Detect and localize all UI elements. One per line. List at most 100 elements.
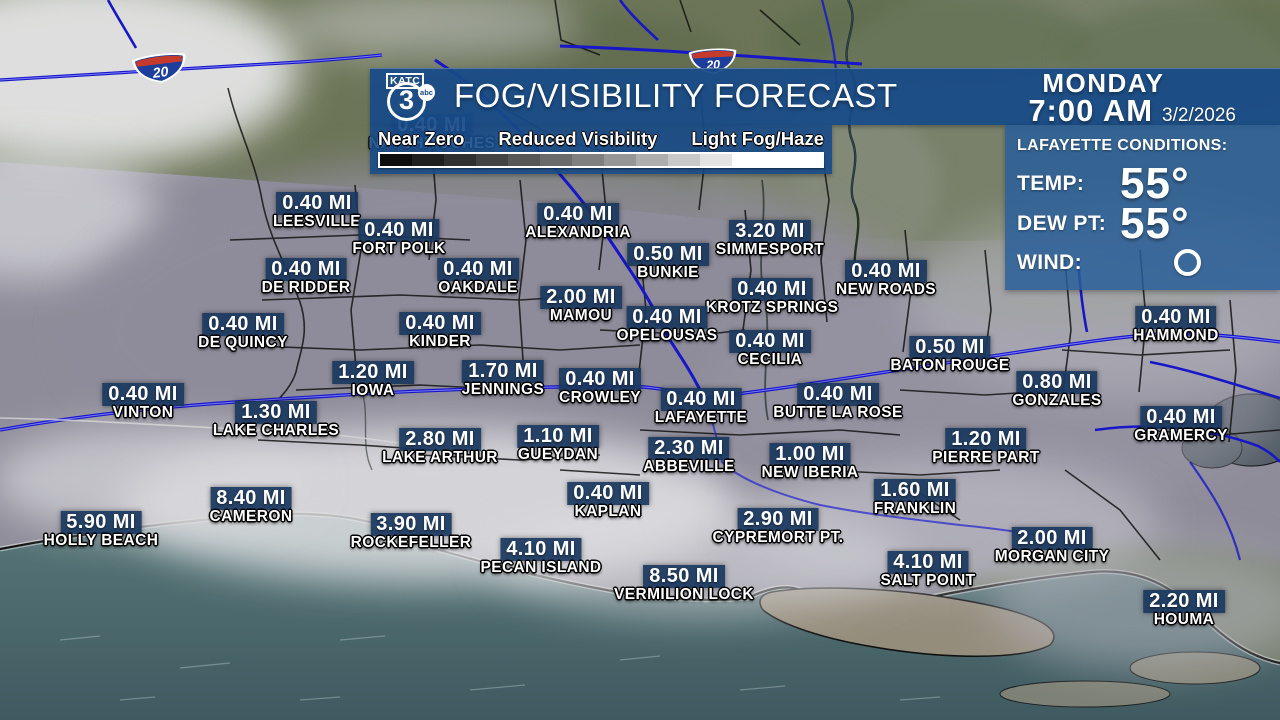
visibility-gradient-bar [378, 152, 824, 168]
legend-label-reduced: Reduced Visibility [498, 128, 658, 149]
city-name: BATON ROUGE [890, 357, 1010, 374]
page-title: FOG/VISIBILITY FORECAST [454, 77, 898, 114]
visibility-value: 4.10 MI [887, 551, 969, 574]
city-name: KAPLAN [574, 503, 642, 520]
station-label: 2.80 MI LAKE ARTHUR [382, 428, 498, 467]
visibility-value: 1.30 MI [235, 401, 317, 424]
forecast-day: MONDAY [1042, 68, 1165, 98]
station-label: 0.80 MI GONZALES [1012, 371, 1101, 410]
city-name: LAFAYETTE [654, 409, 748, 426]
visibility-value: 4.10 MI [500, 538, 582, 561]
visibility-value: 1.60 MI [874, 479, 956, 502]
visibility-value: 0.40 MI [660, 388, 742, 411]
city-name: CECILIA [737, 351, 803, 368]
city-name: VINTON [112, 404, 174, 421]
station-label: 2.00 MI MAMOU [540, 286, 622, 325]
station-label: 0.50 MI BATON ROUGE [890, 336, 1009, 375]
station-label: 4.10 MI PECAN ISLAND [480, 538, 601, 577]
gradient-segment [668, 154, 701, 166]
forecast-time: 7:00 AM [1028, 93, 1154, 128]
city-name: GONZALES [1012, 392, 1102, 409]
visibility-value: 0.40 MI [626, 306, 708, 329]
station-label: 1.10 MI GUEYDAN [517, 425, 599, 464]
city-name: KINDER [409, 333, 471, 350]
station-label: 0.40 MI VINTON [102, 383, 184, 422]
gradient-segment [700, 154, 733, 166]
visibility-value: 0.40 MI [567, 482, 649, 505]
gradient-segment [540, 154, 573, 166]
visibility-value: 3.20 MI [729, 220, 811, 243]
gradient-segment [412, 154, 445, 166]
station-label: 0.40 MI KINDER [399, 312, 481, 351]
visibility-value: 0.40 MI [202, 313, 284, 336]
city-name: CROWLEY [558, 389, 642, 406]
city-name: IOWA [351, 382, 395, 399]
city-name: HOLLY BEACH [43, 532, 159, 549]
station-label: 0.40 MI KAPLAN [567, 482, 649, 521]
marsh-island [759, 587, 1055, 657]
visibility-value: 8.40 MI [210, 487, 292, 510]
station-label: 5.90 MI HOLLY BEACH [44, 511, 159, 550]
calm-wind-icon [1174, 249, 1201, 276]
station-label: 1.20 MI IOWA [332, 361, 414, 400]
visibility-value: 0.40 MI [559, 368, 641, 391]
city-name: OPELOUSAS [616, 327, 718, 344]
city-name: JENNINGS [461, 381, 545, 398]
station-label: 1.60 MI FRANKLIN [874, 479, 956, 518]
city-name: FRANKLIN [873, 500, 957, 517]
visibility-value: 2.90 MI [737, 508, 819, 531]
visibility-value: 0.50 MI [627, 243, 709, 266]
visibility-value: 0.40 MI [265, 258, 347, 281]
visibility-value: 1.00 MI [769, 443, 851, 466]
station-label: 0.40 MI LEESVILLE [273, 192, 361, 231]
city-name: SALT POINT [880, 572, 976, 589]
visibility-value: 3.90 MI [370, 513, 452, 536]
visibility-value: 0.40 MI [537, 203, 619, 226]
station-label: 0.40 MI CECILIA [729, 330, 811, 369]
title-band: KATC 3 abc FOG/VISIBILITY FORECAST MONDA… [370, 68, 1280, 128]
interstate-20-shield: 20 [131, 52, 186, 83]
gradient-segment [636, 154, 669, 166]
station-label: 0.40 MI ALEXANDRIA [525, 203, 631, 242]
visibility-value: 2.20 MI [1143, 590, 1225, 613]
visibility-legend: Near Zero Reduced Visibility Light Fog/H… [370, 125, 832, 174]
shield-route-text: 20 [151, 63, 170, 81]
station-label: 0.40 MI FORT POLK [352, 219, 445, 258]
city-name: HAMMOND [1133, 327, 1219, 344]
station-label: 3.20 MI SIMMESPORT [716, 220, 824, 259]
city-name: VERMILION LOCK [614, 586, 754, 603]
visibility-value: 0.40 MI [437, 258, 519, 281]
station-label: 0.40 MI LAFAYETTE [655, 388, 748, 427]
visibility-value: 0.40 MI [729, 330, 811, 353]
dew-point-label: DEW PT: [1017, 212, 1107, 235]
visibility-value: 1.20 MI [945, 428, 1027, 451]
city-name: GUEYDAN [517, 446, 599, 463]
city-name: DE RIDDER [261, 279, 351, 296]
visibility-value: 2.30 MI [648, 437, 730, 460]
station-label: 1.70 MI JENNINGS [462, 360, 544, 399]
station-label: 0.40 MI KROTZ SPRINGS [706, 278, 839, 317]
city-name: LAKE CHARLES [212, 422, 340, 439]
visibility-value: 0.50 MI [909, 336, 991, 359]
city-name: BUNKIE [637, 264, 699, 281]
station-label: 0.40 MI OAKDALE [437, 258, 519, 297]
city-name: NEW IBERIA [761, 464, 859, 481]
city-name: ABBEVILLE [643, 458, 735, 475]
gradient-segment [508, 154, 541, 166]
gradient-segment [444, 154, 477, 166]
city-name: PIERRE PART [932, 449, 1040, 466]
station-label: 0.40 MI DE RIDDER [262, 258, 351, 297]
station-label: 2.20 MI HOUMA [1143, 590, 1225, 629]
temp-value: 55° [1120, 159, 1190, 208]
conditions-heading: LAFAYETTE CONDITIONS: [1017, 137, 1228, 154]
lafayette-conditions-panel: LAFAYETTE CONDITIONS: TEMP: 55° DEW PT: … [1005, 125, 1280, 290]
legend-label-light-fog: Light Fog/Haze [691, 128, 824, 149]
visibility-value: 0.40 MI [102, 383, 184, 406]
city-name: CAMERON [209, 508, 293, 525]
city-name: LEESVILLE [272, 213, 362, 230]
station-label: 0.40 MI BUTTE LA ROSE [773, 383, 903, 422]
visibility-value: 0.80 MI [1016, 371, 1098, 394]
katc-logo: KATC 3 abc [385, 73, 449, 121]
city-name: SIMMESPORT [715, 241, 825, 258]
